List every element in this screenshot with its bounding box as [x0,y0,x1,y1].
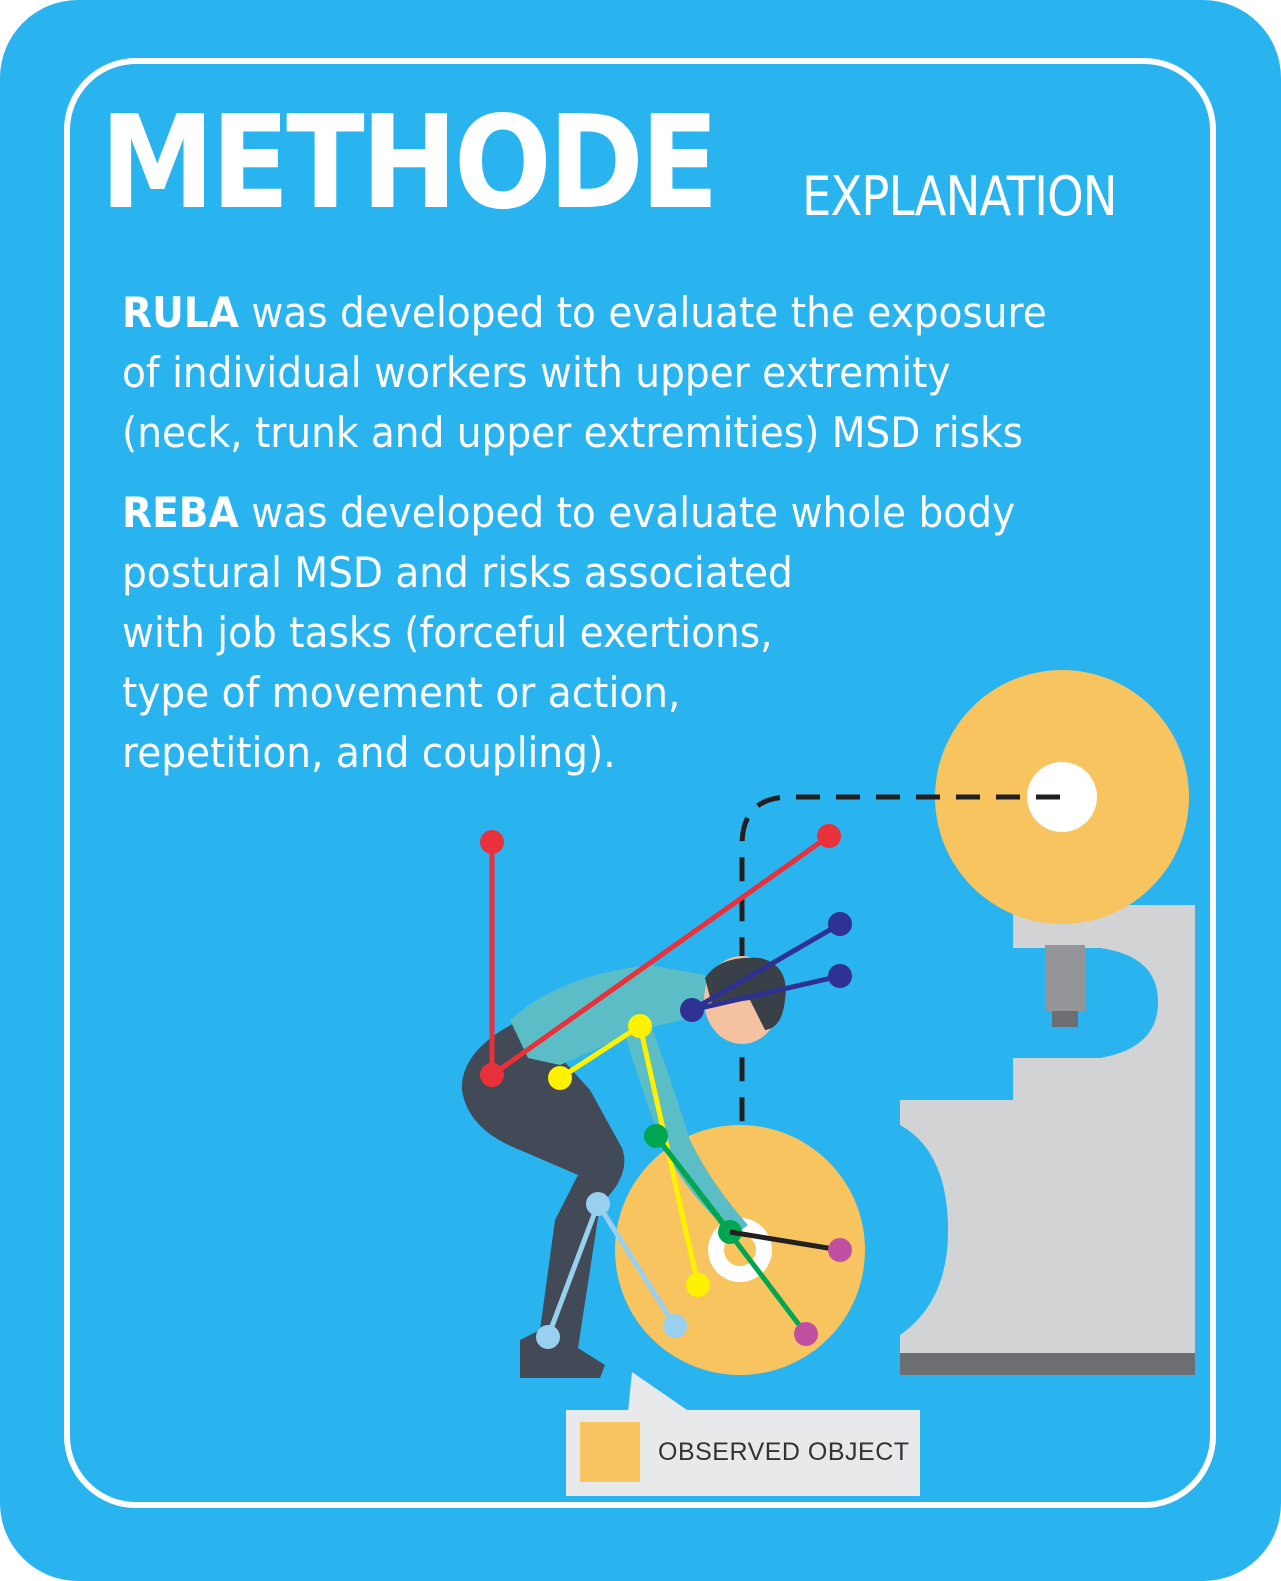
rula-description: RULA was developed to evaluate the expos… [122,283,1047,463]
upper-wheel-hub [1027,762,1097,832]
neck-marker-base [680,998,704,1022]
neck-line-2 [691,973,841,1013]
page-subtitle: EXPLANATION [802,165,1118,228]
page-title: METHODE [100,89,719,238]
inner-frame [64,58,1216,1508]
trunk-marker-end [817,824,841,848]
worker-hair [705,957,786,1030]
neck-marker-end-2 [828,964,852,988]
rula-line-2: of individual workers with upper extremi… [122,348,951,397]
reba-term: REBA [122,488,239,537]
upper-arm-marker-3 [686,1273,710,1297]
trunk-marker-top [480,830,504,854]
wrist-line [729,1229,841,1253]
rula-term: RULA [122,288,239,337]
machine-illustration [900,670,1195,1375]
worker-legs [461,1020,625,1378]
reba-line-2: postural MSD and risks associated [122,548,793,597]
lower-arm-marker-elbow [644,1124,668,1148]
machine-body [900,905,1195,1375]
leg-line-2 [595,1202,678,1328]
reba-description: REBA was developed to evaluate whole bod… [122,483,1015,783]
rula-line-3: (neck, trunk and upper extremities) MSD … [122,408,1023,457]
leg-line-1 [545,1203,601,1338]
lower-arm-markers [644,1124,808,1336]
legend-swatch-observed-object [580,1422,640,1482]
leg-markers [536,1192,687,1349]
wrist-marker-1 [828,1238,852,1262]
leg-marker-end [663,1314,687,1338]
neck-marker-end-1 [828,912,852,936]
machine-tool [1045,945,1085,1011]
trunk-angle-line [490,833,831,1078]
upper-arm-marker-2 [628,1014,652,1038]
leg-marker-ankle [536,1325,560,1349]
reba-text-1: was developed to evaluate whole body [238,488,1016,537]
rula-line-1: RULA was developed to evaluate the expos… [122,283,1047,343]
machine-base [900,1353,1195,1375]
reba-line-4: type of movement or action, [122,668,681,717]
legend-label: OBSERVED OBJECT [658,1438,910,1466]
upper-arm-line-1 [558,1023,642,1081]
reba-line-5: repetition, and coupling). [122,728,616,777]
rula-text-1: was developed to evaluate the exposure [238,288,1047,337]
neck-line-1 [690,921,842,1013]
leg-marker-knee [586,1192,610,1216]
upper-arm-marker-1 [548,1066,572,1090]
legend: OBSERVED OBJECT [566,1410,920,1496]
trunk-marker-hip [480,1063,504,1087]
wrist-marker-2 [794,1322,818,1346]
neck-markers [680,912,852,1022]
reba-line-3: with job tasks (forceful exertions, [122,608,773,657]
wrist-markers [729,1229,852,1346]
worker-torso [510,965,707,1065]
trunk-markers [480,824,841,1087]
machine-tool-tip [1052,1011,1078,1027]
legend-pointer [628,1372,690,1412]
reba-line-1: REBA was developed to evaluate whole bod… [122,483,1015,543]
